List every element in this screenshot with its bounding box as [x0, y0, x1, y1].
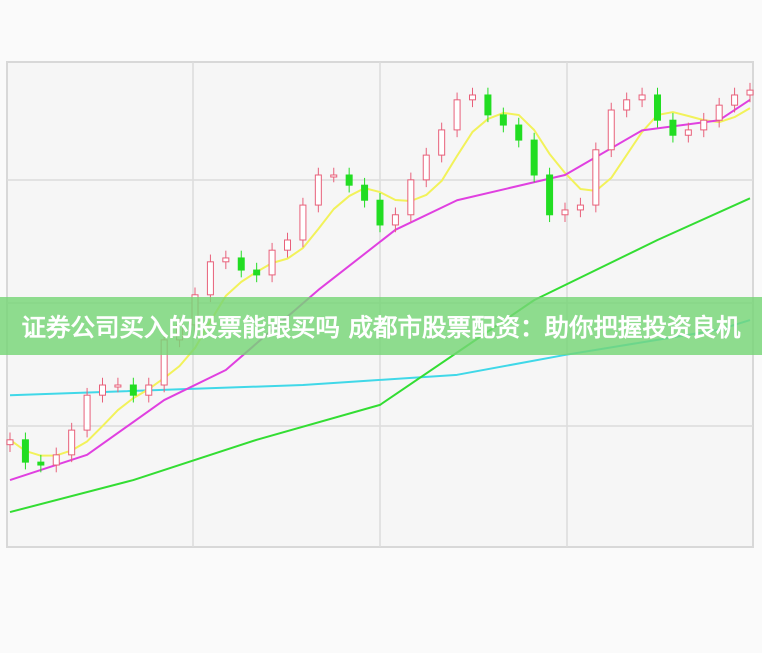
candle-body [731, 94, 739, 106]
candle-body [299, 204, 307, 241]
candle-body [361, 184, 369, 201]
candle-body [114, 384, 122, 388]
candle-body [700, 119, 708, 131]
candle-body [237, 257, 245, 271]
banner-title: 证券公司买入的股票能跟买吗 成都市股票配资：助你把握投资良机 [21, 312, 741, 342]
candle-body [407, 179, 415, 216]
title-banner: 证券公司买入的股票能跟买吗 成都市股票配资：助你把握投资良机 [0, 297, 762, 355]
candle-body [330, 174, 338, 178]
candle-body [576, 204, 584, 211]
candle-body [253, 269, 261, 276]
candle-body [684, 129, 692, 136]
candle-body [499, 114, 507, 126]
candle-body [129, 384, 137, 396]
candle-body [206, 261, 214, 296]
candle-body [21, 439, 29, 463]
candle-body [99, 384, 106, 396]
candle-body [592, 149, 600, 206]
moving-average-line-ma_long [9, 197, 751, 514]
candle-body [391, 214, 399, 226]
candle-body [453, 99, 461, 131]
candle-body [561, 209, 569, 216]
candle-body [222, 257, 230, 263]
candle-body [83, 394, 91, 431]
candle-body [284, 239, 291, 251]
candle-body [546, 174, 554, 216]
candle-body [654, 94, 661, 121]
candle-body [145, 384, 153, 396]
candle-body [715, 104, 723, 121]
candle-body [6, 439, 14, 446]
candle-body [623, 99, 631, 111]
candle-body [314, 174, 322, 206]
candle-body [484, 94, 492, 116]
candle-body [530, 139, 538, 176]
candle-body [607, 109, 615, 151]
candle-body [669, 119, 677, 136]
candle-body [68, 429, 76, 456]
candle-body [422, 154, 430, 181]
candle-body [268, 249, 276, 276]
candle-body [52, 454, 60, 466]
candle-body [515, 124, 523, 141]
candle-body [746, 89, 754, 96]
candle-body [376, 199, 384, 226]
candle-body [37, 461, 45, 466]
candle-body [345, 174, 353, 186]
candle-body [469, 94, 476, 101]
candle-body [638, 94, 646, 101]
candle-body [438, 129, 446, 156]
